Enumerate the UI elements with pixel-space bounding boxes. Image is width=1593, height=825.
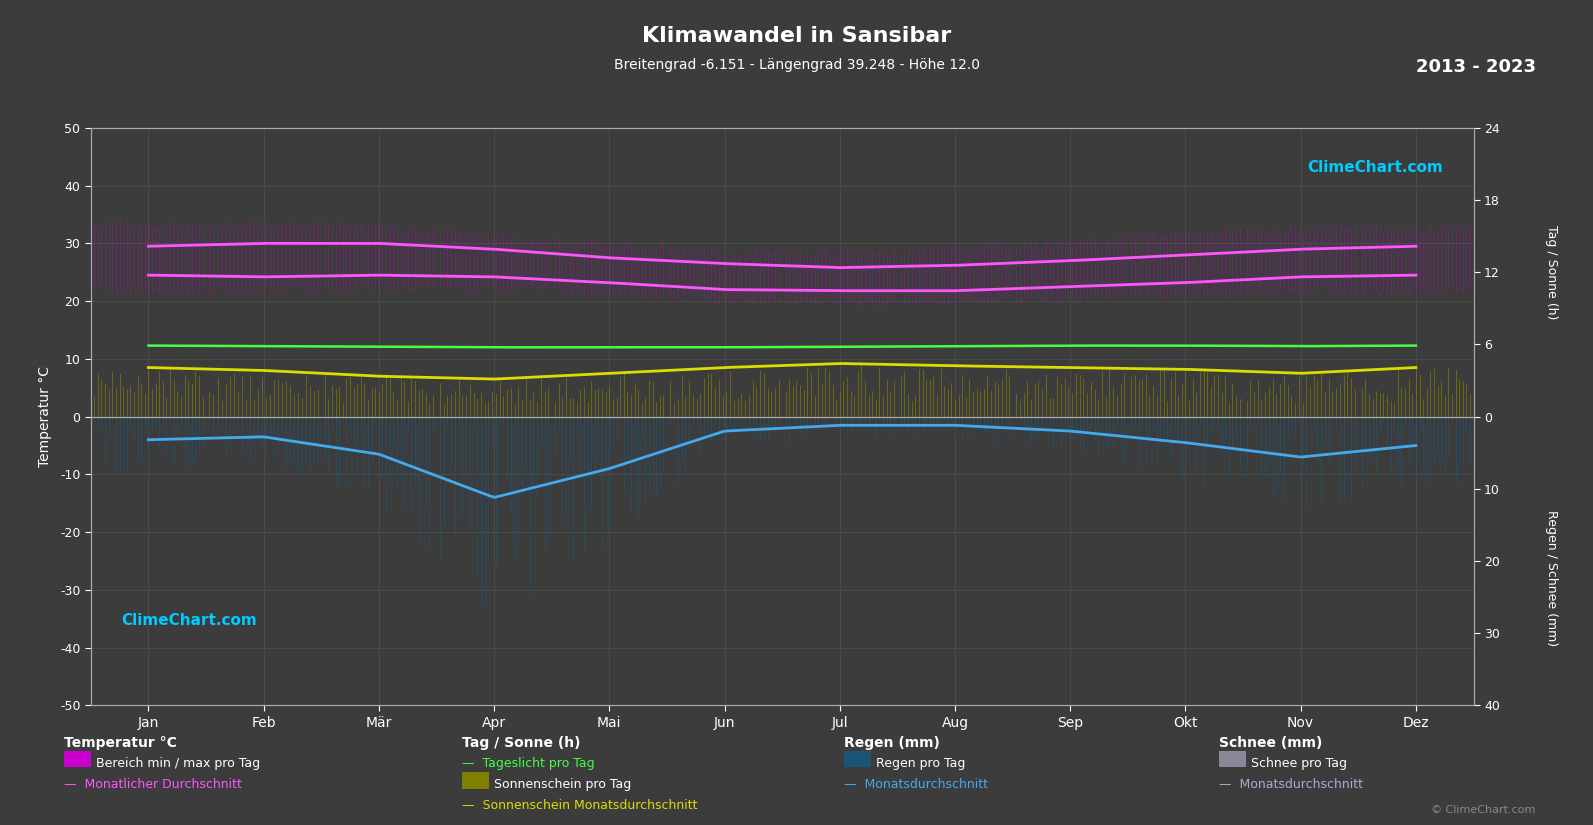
Text: Temperatur °C: Temperatur °C	[64, 736, 177, 750]
Text: ClimeChart.com: ClimeChart.com	[1308, 160, 1443, 175]
Text: —  Monatsdurchschnitt: — Monatsdurchschnitt	[1219, 778, 1362, 791]
Text: —  Tageslicht pro Tag: — Tageslicht pro Tag	[462, 757, 594, 770]
Text: ClimeChart.com: ClimeChart.com	[121, 613, 256, 628]
Text: 2013 - 2023: 2013 - 2023	[1416, 58, 1536, 76]
Text: Sonnenschein pro Tag: Sonnenschein pro Tag	[494, 778, 631, 791]
Y-axis label: Temperatur °C: Temperatur °C	[38, 366, 51, 467]
Text: Regen pro Tag: Regen pro Tag	[876, 757, 965, 770]
Text: Bereich min / max pro Tag: Bereich min / max pro Tag	[96, 757, 260, 770]
Text: —  Monatlicher Durchschnitt: — Monatlicher Durchschnitt	[64, 778, 242, 791]
Text: Breitengrad -6.151 - Längengrad 39.248 - Höhe 12.0: Breitengrad -6.151 - Längengrad 39.248 -…	[613, 58, 980, 72]
Text: Regen / Schnee (mm): Regen / Schnee (mm)	[1545, 510, 1558, 647]
Text: Tag / Sonne (h): Tag / Sonne (h)	[462, 736, 580, 750]
Text: Schnee pro Tag: Schnee pro Tag	[1251, 757, 1346, 770]
Text: Schnee (mm): Schnee (mm)	[1219, 736, 1322, 750]
Text: Regen (mm): Regen (mm)	[844, 736, 940, 750]
Text: © ClimeChart.com: © ClimeChart.com	[1431, 805, 1536, 815]
Text: —  Monatsdurchschnitt: — Monatsdurchschnitt	[844, 778, 988, 791]
Text: —  Sonnenschein Monatsdurchschnitt: — Sonnenschein Monatsdurchschnitt	[462, 799, 698, 813]
Text: Klimawandel in Sansibar: Klimawandel in Sansibar	[642, 26, 951, 46]
Text: Tag / Sonne (h): Tag / Sonne (h)	[1545, 225, 1558, 319]
